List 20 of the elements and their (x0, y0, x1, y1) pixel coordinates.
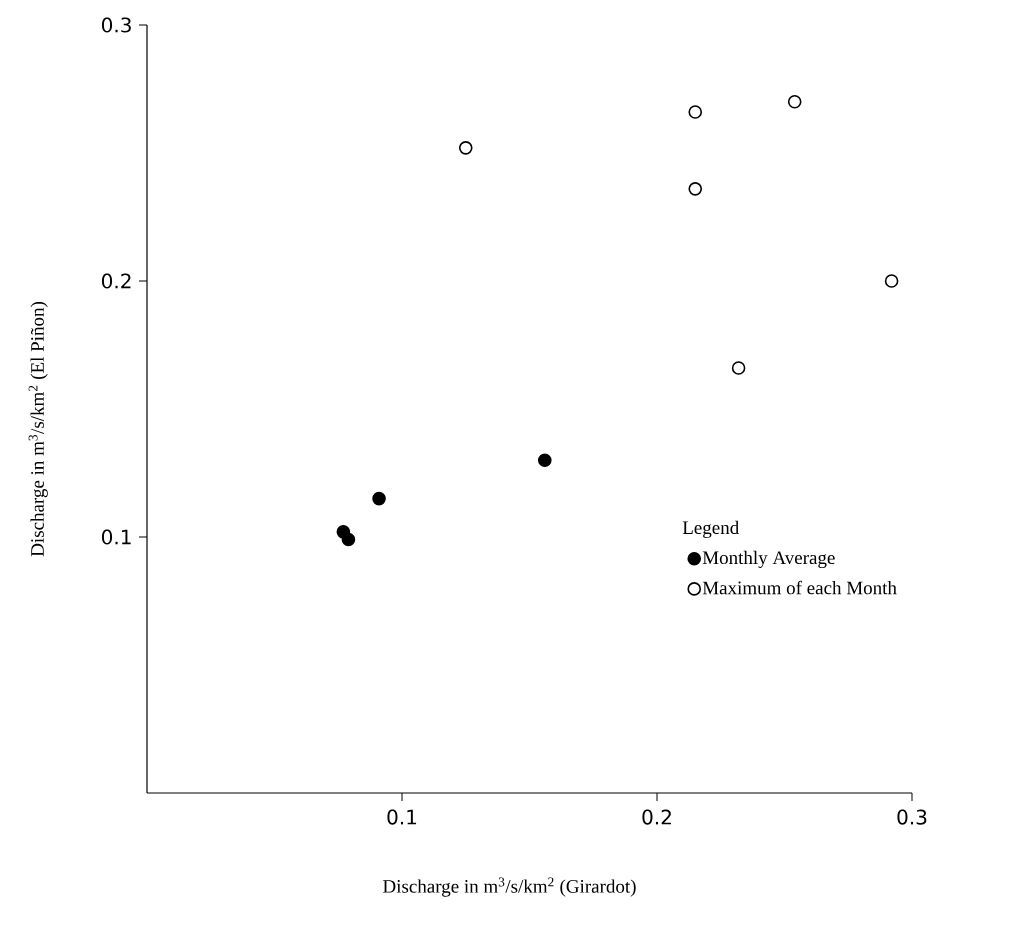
y-tick-label: 0.2 (101, 273, 131, 289)
legend-label: Maximum of each Month (702, 580, 897, 595)
x-tick-label: 0.3 (897, 809, 927, 825)
y-axis-title: Discharge in m$^{3}$/s/km$^{2}$ (El Piñon) (28, 302, 48, 557)
point (372, 491, 386, 506)
point (787, 94, 802, 109)
point (538, 453, 552, 467)
y-tick-label: 0.3 (101, 17, 131, 33)
point (341, 532, 356, 547)
point (884, 274, 899, 288)
legend-label: Monthly Average (702, 550, 835, 569)
legend-title: Legend (682, 520, 739, 538)
point (688, 105, 703, 119)
x-tick-label: 0.2 (642, 809, 671, 825)
y-tick-label: 0.1 (101, 529, 131, 545)
x-tick-label: 0.1 (387, 809, 417, 825)
point (688, 182, 703, 196)
point (458, 141, 473, 155)
x-axis-title: Discharge in m$^{3}$/s/km$^{2}$ (Girardot) (383, 877, 636, 897)
point (731, 361, 746, 375)
